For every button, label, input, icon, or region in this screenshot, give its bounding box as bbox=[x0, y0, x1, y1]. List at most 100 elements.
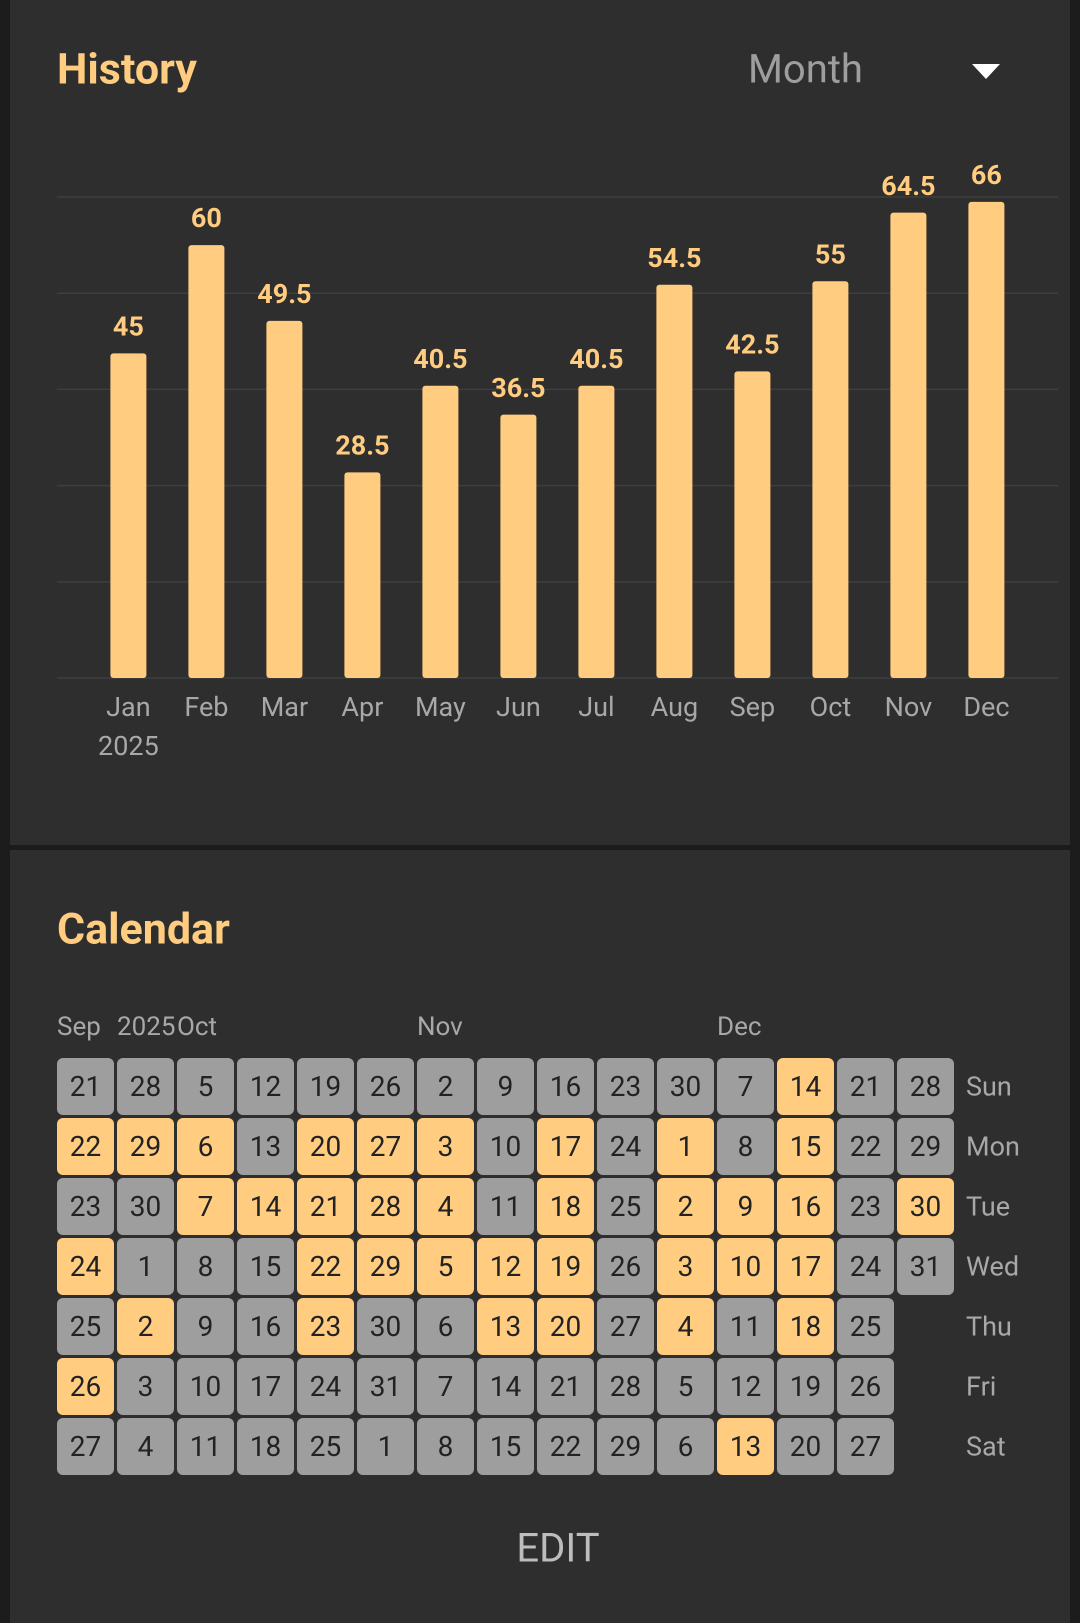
day-number: 20 bbox=[310, 1130, 341, 1163]
day-cell bbox=[177, 1418, 234, 1475]
day-cell bbox=[777, 1178, 834, 1235]
day-number: 27 bbox=[610, 1310, 641, 1343]
day-number: 9 bbox=[498, 1070, 514, 1103]
day-number: 16 bbox=[790, 1190, 821, 1223]
day-cell bbox=[777, 1358, 834, 1415]
day-number: 19 bbox=[310, 1070, 341, 1103]
day-number: 6 bbox=[198, 1130, 214, 1163]
day-number: 22 bbox=[850, 1130, 881, 1163]
day-number: 24 bbox=[850, 1250, 882, 1283]
day-cell bbox=[657, 1178, 714, 1235]
day-number: 28 bbox=[370, 1190, 401, 1223]
day-number: 6 bbox=[438, 1310, 454, 1343]
history-title: History bbox=[57, 44, 197, 94]
month-label: Oct bbox=[177, 1012, 217, 1042]
value-label: 40.5 bbox=[413, 343, 467, 375]
day-number: 10 bbox=[730, 1250, 761, 1283]
dropdown-arrow[interactable] bbox=[972, 64, 1000, 79]
day-cell bbox=[597, 1238, 654, 1295]
day-number: 30 bbox=[670, 1070, 701, 1103]
day-number: 23 bbox=[610, 1070, 641, 1103]
value-label: 42.5 bbox=[725, 329, 779, 361]
day-cell bbox=[717, 1178, 774, 1235]
day-cell bbox=[57, 1058, 114, 1115]
month-label: Dec bbox=[717, 1012, 761, 1042]
day-number: 25 bbox=[310, 1430, 341, 1463]
value-label: 49.5 bbox=[257, 278, 311, 310]
weekday-label: Mon bbox=[966, 1131, 1020, 1163]
day-cell bbox=[357, 1178, 414, 1235]
day-number: 8 bbox=[198, 1250, 214, 1283]
x-tick-label: Apr bbox=[341, 691, 383, 723]
day-cell bbox=[417, 1298, 474, 1355]
value-label: 28.5 bbox=[335, 430, 389, 462]
day-number: 24 bbox=[70, 1250, 102, 1283]
day-cell bbox=[177, 1058, 234, 1115]
day-number: 5 bbox=[678, 1370, 694, 1403]
day-number: 14 bbox=[790, 1070, 822, 1103]
value-label: 66 bbox=[971, 159, 1002, 191]
weekday-label: Sun bbox=[966, 1071, 1012, 1103]
day-cell bbox=[477, 1238, 534, 1295]
day-cell bbox=[117, 1358, 174, 1415]
day-number: 3 bbox=[138, 1370, 154, 1403]
day-number: 29 bbox=[610, 1430, 641, 1463]
edit-button[interactable]: EDIT bbox=[516, 1525, 599, 1572]
value-label: 55 bbox=[815, 238, 846, 270]
day-cell bbox=[837, 1238, 894, 1295]
day-cell bbox=[837, 1418, 894, 1475]
day-cell bbox=[837, 1298, 894, 1355]
day-cell bbox=[57, 1238, 114, 1295]
day-number: 28 bbox=[130, 1070, 161, 1103]
period-dropdown[interactable]: Month bbox=[748, 46, 1000, 93]
day-number: 20 bbox=[790, 1430, 821, 1463]
day-cell bbox=[837, 1118, 894, 1175]
day-number: 15 bbox=[790, 1130, 821, 1163]
day-number: 30 bbox=[130, 1190, 161, 1223]
day-number: 26 bbox=[370, 1070, 401, 1103]
day-number: 17 bbox=[790, 1250, 821, 1283]
day-cell bbox=[117, 1058, 174, 1115]
day-cell bbox=[357, 1118, 414, 1175]
day-cell bbox=[537, 1298, 594, 1355]
day-cell bbox=[477, 1058, 534, 1115]
calendar-title: Calendar bbox=[57, 904, 230, 954]
period-value[interactable]: Month bbox=[748, 46, 863, 93]
day-cell bbox=[657, 1238, 714, 1295]
calendar-card bbox=[10, 850, 1070, 1623]
day-cell bbox=[297, 1418, 354, 1475]
day-cell bbox=[657, 1358, 714, 1415]
day-cell bbox=[117, 1418, 174, 1475]
day-number: 23 bbox=[310, 1310, 341, 1343]
month-label: 2025 bbox=[117, 1012, 175, 1042]
day-cell bbox=[657, 1418, 714, 1475]
day-number: 9 bbox=[738, 1190, 754, 1223]
day-cell bbox=[237, 1298, 294, 1355]
day-cell bbox=[897, 1118, 954, 1175]
x-tick-label: Jun bbox=[496, 691, 541, 723]
day-cell bbox=[717, 1238, 774, 1295]
day-number: 18 bbox=[550, 1190, 581, 1223]
day-cell bbox=[297, 1118, 354, 1175]
day-number: 22 bbox=[70, 1130, 101, 1163]
day-number: 1 bbox=[678, 1130, 694, 1163]
day-cell bbox=[237, 1238, 294, 1295]
bar bbox=[656, 284, 693, 678]
day-number: 10 bbox=[490, 1130, 521, 1163]
day-number: 11 bbox=[190, 1430, 221, 1463]
day-cell bbox=[777, 1118, 834, 1175]
day-cell bbox=[177, 1238, 234, 1295]
day-cell bbox=[357, 1238, 414, 1295]
day-number: 27 bbox=[850, 1430, 881, 1463]
weekday-label: Thu bbox=[966, 1311, 1012, 1343]
day-cell bbox=[357, 1358, 414, 1415]
day-number: 23 bbox=[850, 1190, 881, 1223]
day-cell bbox=[357, 1418, 414, 1475]
value-label: 64.5 bbox=[881, 170, 935, 202]
day-cell bbox=[477, 1358, 534, 1415]
day-number: 8 bbox=[738, 1130, 754, 1163]
day-cell bbox=[537, 1178, 594, 1235]
day-number: 31 bbox=[370, 1370, 401, 1403]
x-tick-label: May bbox=[415, 691, 466, 723]
